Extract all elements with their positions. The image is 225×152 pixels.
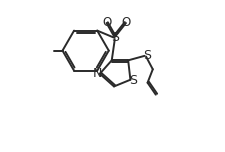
Text: S: S [143,49,151,62]
Text: S: S [111,31,119,44]
Text: O: O [102,16,111,29]
Text: S: S [129,74,137,87]
Text: N: N [92,67,102,79]
Text: O: O [121,16,130,29]
